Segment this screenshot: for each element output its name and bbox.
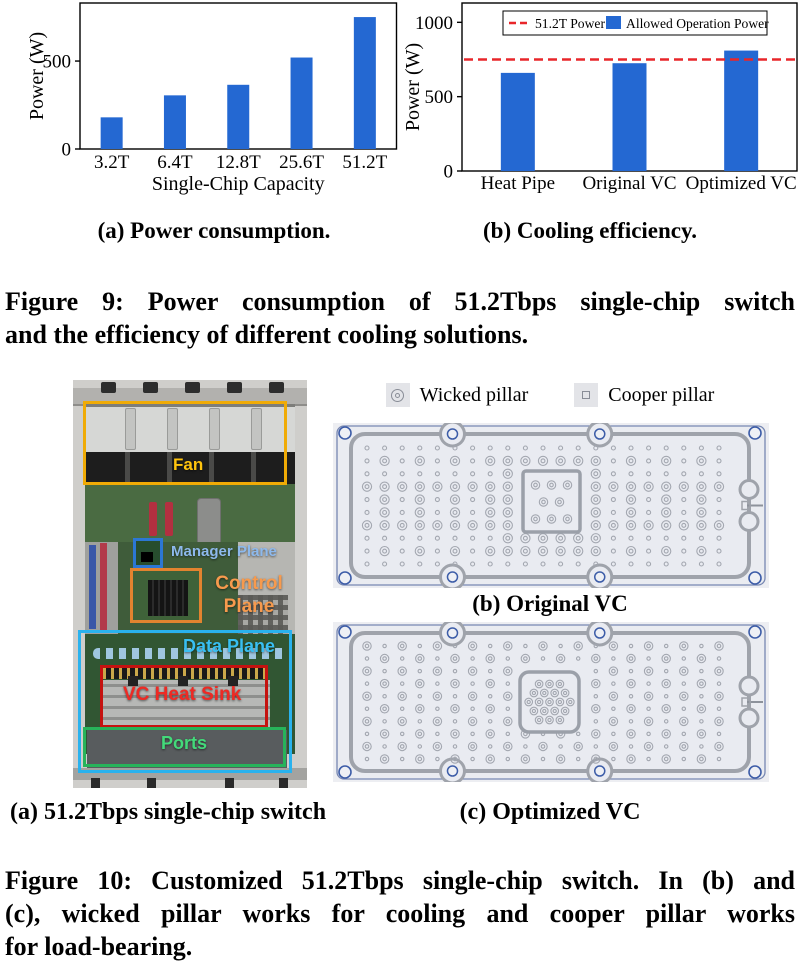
data-plane-annotation-box <box>78 630 292 773</box>
svg-text:0: 0 <box>62 140 72 161</box>
manager-plane-board <box>135 540 163 568</box>
figure9-caption-line1: Figure 9: Power consumption of 51.2Tbps … <box>5 287 795 316</box>
cooper-pillar-legend-label: Cooper pillar <box>608 383 715 406</box>
figure10-caption-line1: Figure 10: Customized 51.2Tbps single-ch… <box>5 866 795 895</box>
fan-label: Fan <box>173 455 204 474</box>
control-plane-annotation-box <box>130 568 202 623</box>
svg-text:51.2T Power: 51.2T Power <box>535 16 605 31</box>
data-plane-label: Data Plane <box>183 636 276 656</box>
ports-annotation-box <box>83 727 286 767</box>
wicked-pillar-legend-label: Wicked pillar <box>419 383 529 406</box>
cooper-pillar-icon <box>574 383 599 407</box>
svg-text:500: 500 <box>43 52 72 73</box>
ports-hw <box>87 730 287 768</box>
svg-text:6.4T: 6.4T <box>157 152 193 173</box>
fig10-subcaption-a: (a) 51.2Tbps single-chip switch <box>10 799 327 825</box>
screw-block <box>143 382 158 393</box>
vc-heatsink-hw <box>103 680 270 728</box>
fig9-subcaption-b: (b) Cooling efficiency. <box>483 218 697 243</box>
svg-text:Power (W): Power (W) <box>28 32 48 120</box>
control-heatsink <box>148 580 188 616</box>
control-plane-label: Control Plane <box>215 573 283 617</box>
vc-heat-sink-annotation-box <box>100 665 268 728</box>
vc-heat-sink-label: VC Heat Sink <box>123 684 242 705</box>
cooling-efficiency-chart: 0 500 1000 Heat Pipe Original VC Optimized VC… <box>405 2 798 194</box>
svg-text:Optimized VC: Optimized VC <box>686 173 797 194</box>
screw-block <box>185 382 200 393</box>
red-cable-strip <box>100 543 107 631</box>
ports-label: Ports <box>161 733 208 753</box>
figure10-caption: Figure 10: Customized 51.2Tbps single-ch… <box>5 864 795 963</box>
figure10-caption-line3: for load-bearing. <box>5 932 193 961</box>
screw-block <box>227 382 242 393</box>
svg-text:Allowed Operation Power: Allowed Operation Power <box>626 16 769 31</box>
svg-text:51.2T: 51.2T <box>342 152 387 173</box>
svg-text:Single-Chip Capacity: Single-Chip Capacity <box>152 173 325 195</box>
fig10-subcaption-c: (c) Optimized VC <box>459 799 641 825</box>
original-vc-diagram <box>333 423 769 588</box>
fig9-subcaption-a: (a) Power consumption. <box>97 218 331 243</box>
wicked-pillar-icon <box>385 383 410 407</box>
power-consumption-chart: 0 500 3.2T 6.4T 12.8T 25.6T 51.2T Power (W) Sing… <box>28 2 398 195</box>
blue-cable <box>89 545 96 629</box>
capacitor-row <box>93 648 287 659</box>
connector-strip <box>103 667 268 679</box>
upper-pcb <box>85 484 295 542</box>
screw-block <box>101 382 116 393</box>
svg-text:25.6T: 25.6T <box>279 152 324 173</box>
switch-photo: Fan Manager Plane Control Plane Data Pla… <box>73 380 307 788</box>
red-cable <box>165 502 173 536</box>
fan-annotation-box <box>83 401 287 485</box>
red-cable <box>149 502 157 536</box>
svg-text:0: 0 <box>444 162 454 183</box>
svg-text:Original VC: Original VC <box>582 173 676 194</box>
manager-plane-annotation-box <box>133 538 163 568</box>
figure10-caption-line2: (c), wicked pillar works for cooling and… <box>5 899 795 928</box>
fan-intake-mesh <box>85 452 295 484</box>
manager-plane-label: Manager Plane <box>171 543 277 560</box>
svg-text:500: 500 <box>425 87 454 108</box>
svg-text:Power (W): Power (W) <box>405 43 424 131</box>
svg-text:1000: 1000 <box>415 13 453 34</box>
svg-text:3.2T: 3.2T <box>94 152 130 173</box>
figure9-caption: Figure 9: Power consumption of 51.2Tbps … <box>5 285 795 351</box>
svg-text:12.8T: 12.8T <box>216 152 261 173</box>
optimized-vc-diagram <box>333 622 769 782</box>
vc-legend: Wicked pillar Cooper pillar <box>333 379 767 411</box>
fig10-subcaption-b: (b) Original VC <box>472 591 628 616</box>
screw-block <box>269 382 284 393</box>
svg-text:Heat Pipe: Heat Pipe <box>481 173 555 194</box>
figure9-caption-line2: and the efficiency of different cooling … <box>5 320 529 349</box>
